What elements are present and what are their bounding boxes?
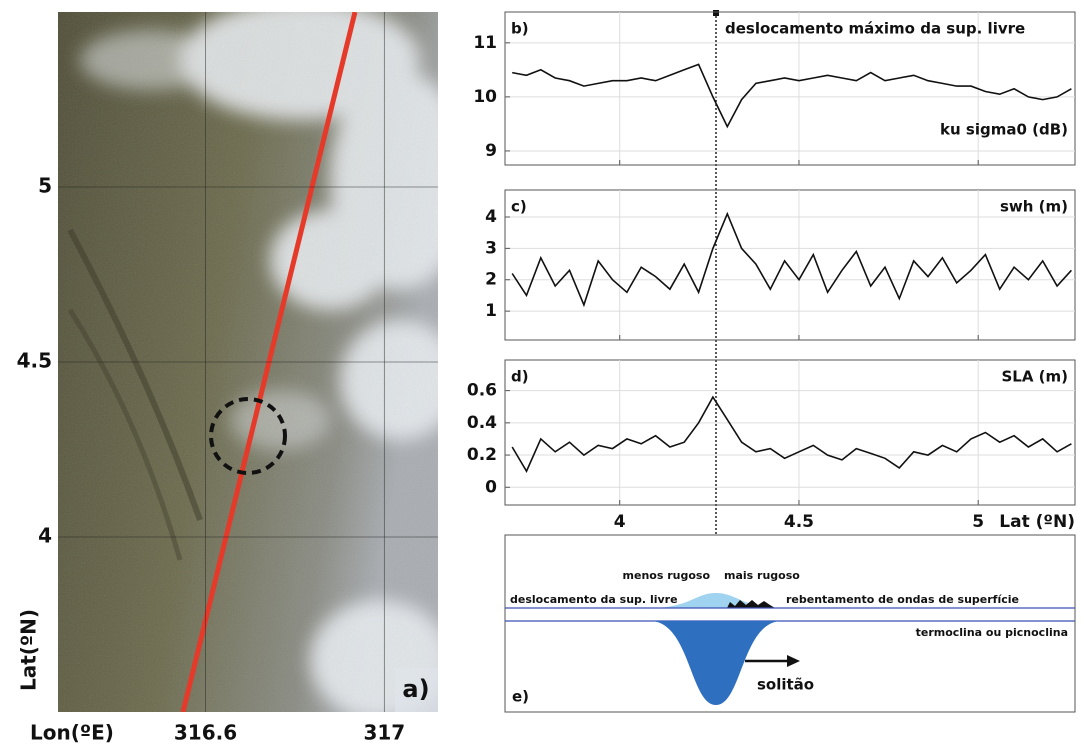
plot-frame	[504, 11, 1076, 166]
x-tick-label: 5	[972, 512, 984, 532]
panel-label: a)	[402, 675, 429, 703]
y-tick-label: 4	[38, 524, 52, 548]
y-tick-label: 0.4	[467, 413, 497, 433]
y-tick-label: 0	[485, 477, 497, 497]
more-rough: mais rugoso	[724, 569, 800, 582]
x-axis-label: Lon(ºE)	[30, 721, 114, 745]
y-tick-label: 4	[485, 207, 497, 227]
thermocline: termoclina ou picnoclina	[916, 626, 1068, 639]
panel-label: d)	[511, 368, 529, 386]
x-tick-label: 316.6	[174, 721, 237, 745]
x-tick-label: 317	[363, 721, 405, 745]
panel-label: b)	[511, 20, 529, 38]
breaking-waves	[727, 600, 775, 608]
x-tick-label: 4	[614, 512, 626, 532]
y-axis-label: ku sigma0 (dB)	[940, 121, 1068, 139]
plot-frame	[504, 189, 1076, 341]
less-rough: menos rugoso	[623, 569, 711, 582]
y-tick-label: 5	[38, 174, 52, 198]
satellite-image	[58, 12, 438, 712]
y-axis-label: Lat(ºN)	[17, 609, 41, 691]
arrow-head	[787, 655, 800, 667]
y-tick-label: 3	[485, 238, 497, 258]
data-line	[511, 211, 1072, 308]
x-tick-label: 4.5	[784, 512, 814, 532]
wave-breaking: rebentamento de ondas de superfície	[786, 593, 1019, 606]
diagram-frame	[504, 534, 1076, 713]
plot-frame	[504, 359, 1076, 506]
peak-marker	[713, 10, 719, 16]
y-axis-label: swh (m)	[1000, 198, 1068, 216]
y-tick-label: 10	[473, 87, 497, 107]
panel-label: c)	[511, 198, 527, 216]
y-tick-label: 4.5	[17, 349, 52, 373]
y-axis-label: SLA (m)	[1001, 368, 1068, 386]
diagram: menos rugoso mais rugoso deslocamento da…	[504, 534, 1076, 713]
soliton-shape	[650, 621, 782, 705]
data-line	[511, 395, 1072, 473]
y-tick-label: 1	[485, 301, 497, 321]
y-tick-label: 9	[485, 141, 497, 161]
x-axis-label: Lat (ºN)	[999, 512, 1075, 532]
data-line	[512, 63, 1072, 129]
surface-displacement: deslocamento da sup. livre	[510, 593, 678, 606]
y-tick-label: 0.2	[467, 445, 497, 465]
soliton: solitão	[757, 676, 814, 694]
panel-label: e)	[512, 688, 529, 706]
y-tick-label: 11	[473, 33, 497, 53]
y-tick-label: 2	[485, 270, 497, 290]
y-tick-label: 0.6	[467, 381, 497, 401]
annotation: deslocamento máximo da sup. livre	[725, 20, 1025, 38]
